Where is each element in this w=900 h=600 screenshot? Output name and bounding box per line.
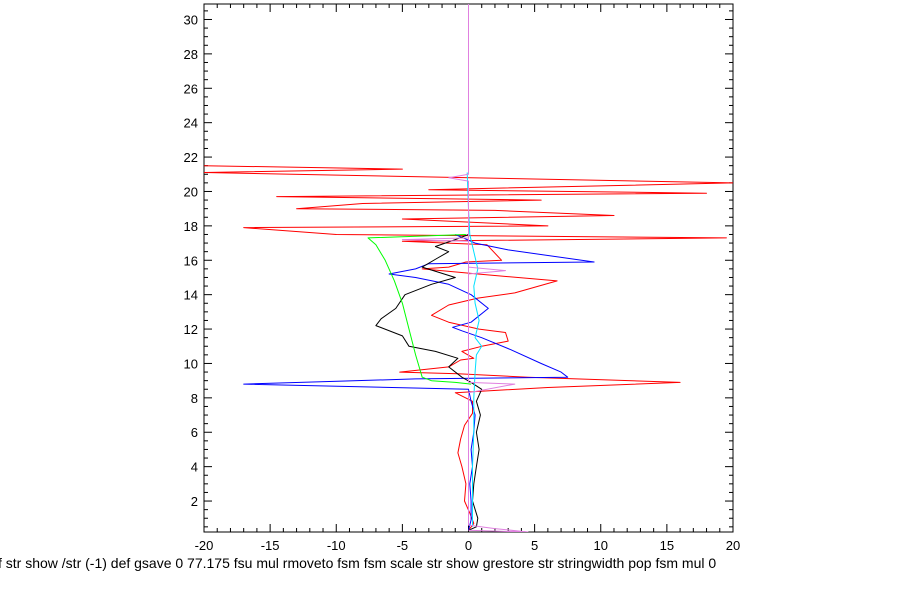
chart-caption: f str show /str (-1) def gsave 0 77.175 … — [0, 555, 716, 571]
series-line-3 — [375, 234, 483, 531]
y-tick-label: 4 — [191, 460, 198, 475]
series-line-2 — [243, 234, 595, 531]
series-line-1 — [204, 165, 733, 531]
y-tick-label: 6 — [191, 425, 198, 440]
y-tick-label: 2 — [191, 494, 198, 509]
tick-labels: -20 -15 -10 -5 0 5 10 15 20246810121416182022242… — [184, 12, 741, 553]
y-tick-label: 14 — [184, 288, 198, 303]
y-tick-label: 26 — [184, 81, 198, 96]
y-tick-label: 16 — [184, 253, 198, 268]
x-tick-label: 5 — [531, 538, 538, 553]
y-tick-label: 18 — [184, 219, 198, 234]
x-tick-label: 20 — [726, 538, 740, 553]
series-layer — [204, 4, 733, 532]
y-tick-label: 12 — [184, 322, 198, 337]
x-tick-label: -10 — [327, 538, 346, 553]
x-tick-label: -5 — [397, 538, 409, 553]
y-tick-label: 20 — [184, 184, 198, 199]
x-tick-label: 0 — [465, 538, 472, 553]
y-tick-label: 8 — [191, 391, 198, 406]
x-tick-label: -15 — [261, 538, 280, 553]
y-tick-label: 24 — [184, 116, 198, 131]
x-tick-label: -20 — [195, 538, 214, 553]
series-line-6 — [401, 4, 529, 532]
x-tick-label: 15 — [660, 538, 674, 553]
x-tick-label: 10 — [594, 538, 608, 553]
y-tick-label: 10 — [184, 356, 198, 371]
y-tick-label: 30 — [184, 12, 198, 27]
series-line-4 — [367, 234, 472, 385]
series-line-5 — [466, 172, 483, 527]
y-tick-label: 28 — [184, 47, 198, 62]
y-tick-label: 22 — [184, 150, 198, 165]
